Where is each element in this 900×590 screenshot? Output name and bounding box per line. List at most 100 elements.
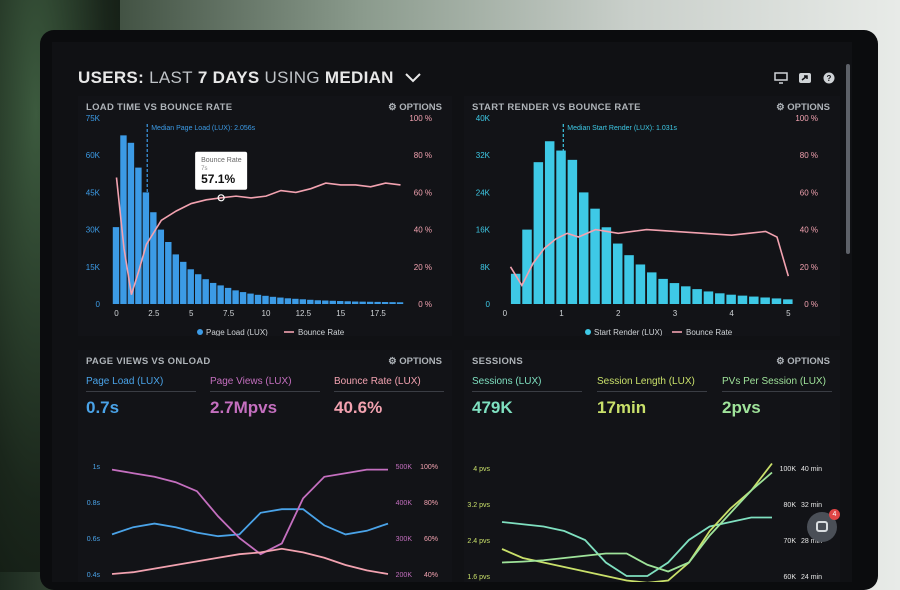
bar <box>322 300 329 304</box>
y2-tick-label: 0 % <box>418 300 432 309</box>
title-7-days: 7 DAYS <box>197 68 260 87</box>
metric-value: 2.7Mpvs <box>210 398 278 417</box>
bar <box>292 298 299 304</box>
x-tick-label: 2 <box>616 309 621 318</box>
share-icon[interactable] <box>798 72 812 84</box>
median-label: Median Start Render (LUX): 1.031s <box>567 125 677 132</box>
legend-label: Bounce Rate <box>686 328 733 336</box>
bar <box>262 295 269 304</box>
x-tick-label: 7.5 <box>223 309 235 318</box>
y3-tick-label: 100% <box>420 464 438 471</box>
y2-tick-label: 60K <box>784 574 797 581</box>
y2-tick-label: 20 % <box>800 263 818 272</box>
bar <box>374 301 381 304</box>
y2-tick-label: 100 % <box>795 114 818 123</box>
metric-bounce-rate: Bounce Rate (LUX) 40.6% <box>334 376 444 418</box>
bar <box>737 295 748 304</box>
y-tick-label: 40K <box>476 114 491 123</box>
bar <box>522 229 532 304</box>
y2-tick-label: 80 % <box>414 151 432 160</box>
bar <box>314 300 322 304</box>
bar <box>150 212 157 304</box>
legend-label: Bounce Rate <box>298 328 345 336</box>
metric-label: Session Length (LUX) <box>597 376 707 392</box>
page-title[interactable]: USERS: LAST 7 DAYS USING MEDIAN <box>78 68 421 88</box>
y-tick-label: 0 <box>486 300 491 309</box>
chat-button[interactable]: 4 <box>807 509 840 542</box>
monitor-icon[interactable] <box>774 72 788 84</box>
options-button[interactable]: ⚙ OPTIONS <box>776 356 830 367</box>
bounce-rate-line <box>509 228 790 288</box>
bar <box>351 301 359 304</box>
chevron-down-icon[interactable] <box>405 73 421 83</box>
metric-label: Page Views (LUX) <box>210 376 320 392</box>
panel-title: START RENDER VS BOUNCE RATE <box>472 102 641 113</box>
bar <box>544 141 555 304</box>
page-views-panel: PAGE VIEWS VS ONLOAD ⚙ OPTIONS Page Load… <box>78 350 452 582</box>
metric-value: 17min <box>597 398 647 417</box>
bar <box>703 291 714 304</box>
y3-tick-label: 80% <box>424 500 438 507</box>
scrollbar[interactable] <box>846 64 850 254</box>
bar <box>307 299 314 304</box>
help-icon[interactable]: ? <box>822 72 836 84</box>
y-tick-label: 16K <box>476 226 491 235</box>
bar <box>635 264 646 304</box>
header-icons: ? <box>774 72 836 84</box>
legend-label: Start Render (LUX) <box>594 328 663 336</box>
bar <box>692 289 702 304</box>
bar <box>165 242 172 304</box>
metric-label: Sessions (LUX) <box>472 376 582 392</box>
x-tick-label: 0 <box>503 309 508 318</box>
bar <box>337 301 344 304</box>
title-median: MEDIAN <box>324 68 394 87</box>
bar <box>135 167 142 304</box>
bar <box>612 243 623 304</box>
metric-sessions: Sessions (LUX) 479K <box>472 376 582 418</box>
title-last: LAST <box>149 68 193 87</box>
median-label: Median Page Load (LUX): 2.056s <box>151 125 255 132</box>
metric-value: 0.7s <box>86 398 120 417</box>
bar <box>277 297 284 304</box>
bar <box>217 285 224 304</box>
y2-tick-label: 100 % <box>409 114 432 123</box>
x-tick-label: 17.5 <box>370 309 386 318</box>
bar <box>254 294 262 304</box>
x-tick-label: 5 <box>189 309 194 318</box>
y-tick-label: 45K <box>86 188 101 197</box>
page-views-chart: 0.4s 0.6s 0.8s 1s 200K 300K 400K 500K 40% 60% 80% 1… <box>87 464 438 579</box>
y3-tick-label: 40% <box>424 572 438 579</box>
series-line <box>111 547 389 575</box>
options-button[interactable]: ⚙ OPTIONS <box>388 356 442 367</box>
tooltip-title: Bounce Rate <box>201 157 242 164</box>
y-tick-label: 60K <box>86 151 101 160</box>
y2-tick-label: 40 % <box>800 226 818 235</box>
chat-icon <box>816 521 828 532</box>
series-line <box>111 508 389 538</box>
y2-tick-label: 20 % <box>414 263 432 272</box>
bar <box>180 261 187 304</box>
options-button[interactable]: ⚙ OPTIONS <box>388 102 442 113</box>
y2-tick-label: 100K <box>780 466 797 473</box>
bar <box>127 142 135 304</box>
x-tick-label: 12.5 <box>296 309 312 318</box>
bar <box>381 302 389 304</box>
title-using: USING <box>264 68 320 87</box>
bar <box>329 300 336 304</box>
y-tick-label: 0.8s <box>87 500 101 507</box>
metric-value: 479K <box>472 398 513 417</box>
bar <box>624 255 634 304</box>
bar <box>749 296 759 304</box>
metric-pvs-per-session: PVs Per Session (LUX) 2pvs <box>722 376 832 418</box>
dashboard-screen: USERS: LAST 7 DAYS USING MEDIAN ? LOAD T… <box>52 42 852 582</box>
panel-title: PAGE VIEWS VS ONLOAD <box>86 356 211 367</box>
y-tick-label: 32K <box>476 151 491 160</box>
series-line <box>501 462 773 582</box>
y2-tick-label: 80K <box>784 502 797 509</box>
metric-label: Page Load (LUX) <box>86 376 196 392</box>
bar <box>389 302 396 304</box>
svg-text:?: ? <box>827 74 832 83</box>
bar <box>578 192 589 304</box>
options-button[interactable]: ⚙ OPTIONS <box>776 102 830 113</box>
bar <box>658 278 668 304</box>
